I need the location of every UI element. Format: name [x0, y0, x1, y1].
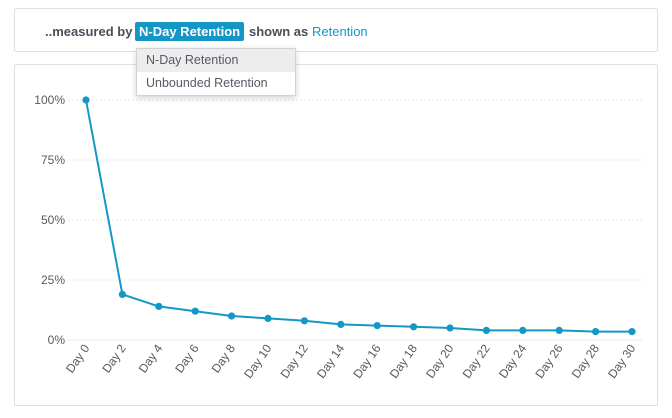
data-point [373, 322, 381, 330]
shown-as-label: shown as [249, 24, 309, 39]
y-tick-label: 100% [34, 93, 65, 107]
data-point [410, 323, 418, 331]
x-tick-label: Day 0 [63, 341, 93, 375]
data-point [337, 320, 345, 328]
x-tick-label: Day 22 [460, 341, 493, 380]
data-point [155, 302, 163, 310]
retention-type-dropdown: N-Day Retention Unbounded Retention [136, 48, 296, 96]
x-tick-label: Day 16 [350, 341, 383, 380]
x-tick-label: Day 10 [241, 341, 274, 380]
data-point [118, 290, 126, 298]
data-point [82, 96, 90, 104]
data-point [191, 307, 199, 315]
y-tick-label: 25% [41, 273, 65, 287]
x-tick-label: Day 14 [314, 341, 347, 380]
x-tick-label: Day 4 [136, 341, 166, 375]
y-tick-label: 50% [41, 213, 65, 227]
y-tick-label: 0% [48, 333, 66, 347]
x-tick-label: Day 2 [99, 341, 129, 375]
data-point [592, 328, 600, 336]
x-tick-label: Day 20 [423, 341, 456, 380]
dropdown-item-n-day-retention[interactable]: N-Day Retention [137, 49, 295, 72]
data-point [555, 326, 563, 334]
retention-type-select[interactable]: N-Day Retention [135, 22, 245, 41]
measured-by-label: ..measured by [45, 24, 133, 39]
data-point [446, 324, 454, 332]
x-tick-label: Day 28 [569, 341, 602, 380]
display-mode-select[interactable]: Retention [312, 24, 368, 39]
data-point [264, 314, 272, 322]
retention-line-chart: 0% 25% 50% 75% 100% Day 0 Day 2 Day 4 Day 6 Day 8… [34, 93, 642, 381]
y-tick-label: 75% [41, 153, 65, 167]
data-point [482, 326, 490, 334]
data-point [228, 312, 236, 320]
data-point [300, 317, 308, 325]
data-point [519, 326, 527, 334]
x-tick-label: Day 6 [172, 341, 202, 375]
data-point [628, 328, 636, 336]
chart-panel: 0% 25% 50% 75% 100% Day 0 Day 2 Day 4 Day 6 Day 8… [14, 64, 658, 406]
query-control-bar: ..measured by N-Day Retention shown as R… [14, 8, 658, 52]
x-tick-label: Day 12 [278, 341, 311, 380]
x-tick-label: Day 18 [387, 341, 420, 380]
retention-series-line [85, 99, 632, 333]
x-tick-label: Day 8 [209, 341, 239, 375]
dropdown-item-unbounded-retention[interactable]: Unbounded Retention [146, 76, 268, 90]
x-tick-label: Day 24 [496, 341, 529, 380]
x-tick-label: Day 26 [532, 341, 565, 380]
x-tick-label: Day 30 [605, 341, 638, 380]
